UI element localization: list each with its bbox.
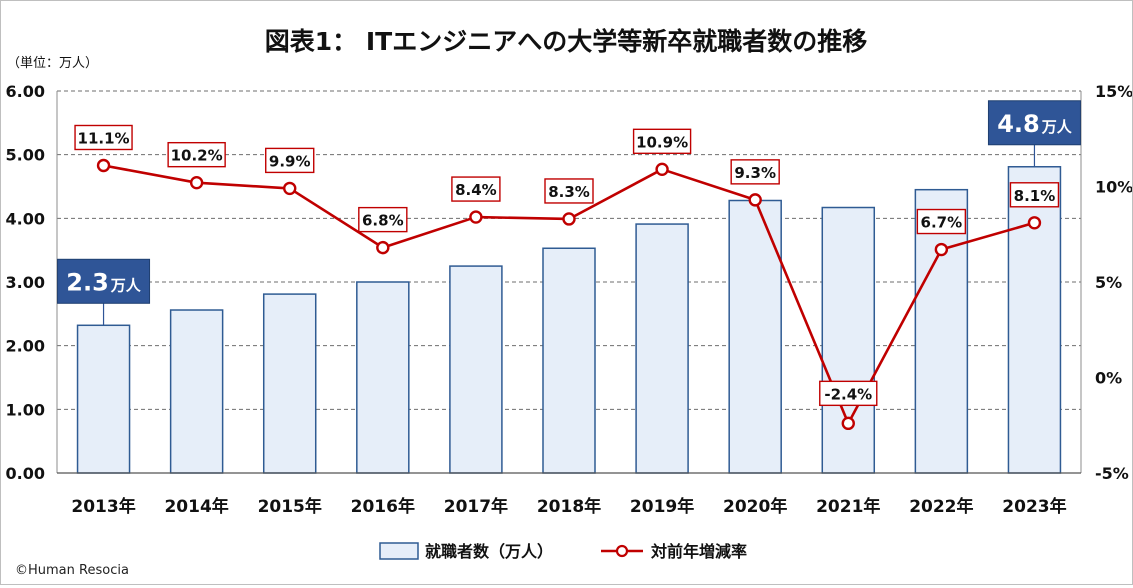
data-label: 6.8% — [362, 212, 404, 230]
line-point — [655, 162, 669, 177]
bar — [1007, 166, 1062, 474]
data-label: 9.9% — [269, 152, 311, 170]
bar — [169, 309, 224, 474]
data-label: 10.9% — [636, 133, 688, 151]
bar — [449, 265, 503, 474]
data-label: 6.7% — [921, 214, 963, 232]
y-left-tick-label: 0.00 — [6, 464, 45, 483]
x-tick-label: 2022年 — [909, 496, 973, 517]
data-label-box — [730, 159, 780, 185]
x-tick-label: 2013年 — [71, 496, 135, 517]
data-label: 8.3% — [548, 183, 590, 201]
line-point — [283, 181, 297, 196]
x-tick-label: 2018年 — [537, 496, 601, 517]
bar — [821, 206, 876, 474]
y-right-tick-label: 5% — [1095, 273, 1122, 292]
callout-unit: 万人 — [1041, 118, 1073, 136]
callout-value: 2.3 — [66, 268, 109, 296]
unit-label: （単位：万人） — [7, 55, 98, 71]
data-label-box — [1009, 182, 1060, 208]
callouts: 2.3 万人4.8 万人 — [57, 100, 1081, 326]
y-left-tick-label: 6.00 — [6, 82, 45, 101]
data-label-box — [265, 147, 315, 174]
bar — [728, 199, 782, 474]
bar-series — [76, 166, 1062, 474]
data-labels: 11.1% 10.2% 9.9% 6.8% 8.4% 8.3% 10.9% 9.3% -2.4%… — [74, 124, 1060, 407]
line-point — [841, 416, 855, 431]
y-left-tick-label: 3.00 — [6, 273, 45, 292]
bar — [262, 293, 317, 474]
data-label-box — [632, 128, 692, 155]
x-tick-label: 2020年 — [723, 496, 787, 517]
y-right-tick-label: -5% — [1095, 464, 1129, 483]
axes: 0.00 1.00 2.00 3.00 4.00 5.00 6.00 -5% 0% 5% 10% 15… — [6, 82, 1133, 517]
y-left-tick-label: 2.00 — [6, 337, 45, 356]
line-point — [748, 193, 762, 207]
line-point — [96, 158, 111, 173]
line-point — [469, 210, 483, 224]
data-label: 10.2% — [171, 147, 223, 165]
x-tick-label: 2023年 — [1002, 496, 1066, 517]
x-tick-label: 2017年 — [444, 496, 508, 517]
legend: 就職者数（万人） 対前年増減率 — [379, 542, 747, 561]
y-left-tick-label: 1.00 — [6, 400, 45, 419]
legend-swatch-marker — [615, 544, 629, 558]
chart-title: 図表1： ITエンジニアへの大学等新卒就職者数の推移 — [265, 27, 867, 56]
data-label: 11.1% — [78, 129, 130, 147]
line-point — [562, 212, 576, 226]
bar — [76, 324, 131, 474]
x-tick-label: 2014年 — [164, 496, 228, 517]
data-label: 8.4% — [455, 181, 497, 199]
bar — [635, 223, 689, 474]
y-right-tick-label: 0% — [1095, 369, 1122, 388]
callout-text: 4.8 万人 — [997, 110, 1073, 138]
callout-text: 2.3 万人 — [66, 268, 142, 296]
data-label-box — [916, 208, 967, 235]
line-point — [376, 240, 390, 255]
callout-box — [987, 100, 1081, 146]
data-label-box — [819, 380, 878, 407]
line-point — [934, 242, 949, 257]
y-right-tick-label: 10% — [1095, 178, 1132, 197]
line-point — [189, 175, 204, 190]
data-label-box — [167, 141, 226, 168]
legend-label-bar: 就職者数（万人） — [425, 542, 553, 561]
data-label: 9.3% — [734, 164, 776, 182]
legend-swatch-bar — [379, 542, 419, 560]
data-label-box — [451, 176, 501, 202]
copyright-text: ©Human Resocia — [15, 563, 129, 578]
data-label-box — [358, 206, 408, 233]
callout-box — [57, 258, 151, 304]
data-label: 8.1% — [1014, 187, 1056, 205]
x-tick-label: 2015年 — [258, 496, 322, 517]
bar — [542, 247, 596, 474]
data-label-box — [544, 178, 594, 204]
x-tick-label: 2016年 — [351, 496, 415, 517]
x-tick-label: 2019年 — [630, 496, 694, 517]
y-left-tick-label: 5.00 — [6, 146, 45, 165]
legend-label-line: 対前年増減率 — [650, 542, 747, 561]
line-point — [1027, 216, 1042, 230]
data-label: -2.4% — [824, 385, 872, 403]
data-label-box — [74, 124, 133, 151]
y-right-tick-label: 15% — [1095, 82, 1132, 101]
callout-value: 4.8 — [997, 110, 1040, 138]
callout-unit: 万人 — [110, 276, 142, 294]
x-tick-label: 2021年 — [816, 496, 880, 517]
bar — [356, 281, 410, 474]
bar — [914, 188, 969, 474]
y-left-tick-label: 4.00 — [6, 209, 45, 228]
line-series — [96, 158, 1042, 431]
